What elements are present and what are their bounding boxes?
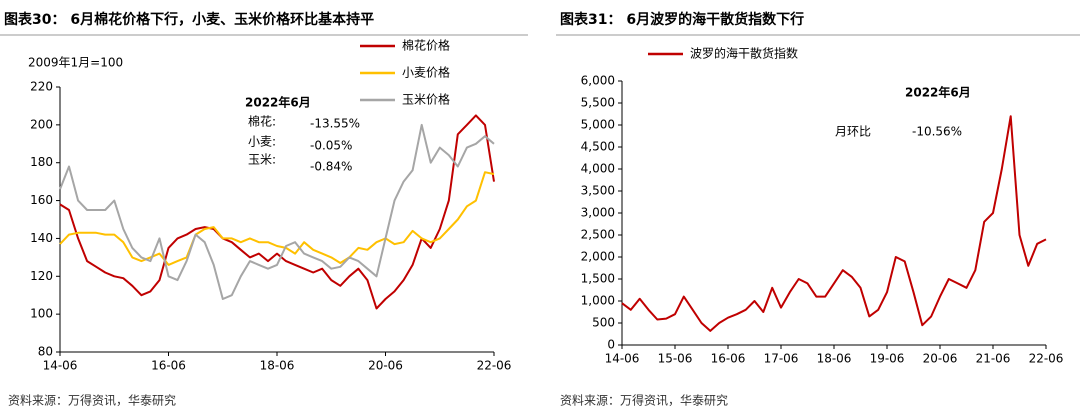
x-tick-label: 22-06	[1029, 352, 1064, 366]
chart-title: 图表30： 6月棉花价格下行，小麦、玉米价格环比基本持平	[4, 11, 374, 28]
annotation: -0.05%	[310, 139, 352, 153]
y-tick-label: 220	[30, 80, 53, 94]
y-tick-label: 1,000	[581, 294, 615, 308]
legend-label: 棉花价格	[402, 38, 450, 53]
x-tick-label: 17-06	[764, 352, 799, 366]
y-tick-label: 120	[30, 269, 53, 283]
series-line	[59, 114, 495, 310]
y-tick-label: 200	[30, 117, 53, 131]
x-tick-label: 21-06	[976, 352, 1011, 366]
x-tick-label: 18-06	[817, 352, 852, 366]
annotation: -0.84%	[310, 160, 352, 174]
series-line	[621, 115, 1047, 332]
x-tick-label: 16-06	[151, 359, 186, 373]
x-tick-label: 16-06	[711, 352, 746, 366]
y-tick-label: 4,000	[581, 162, 615, 176]
y-tick-label: 180	[30, 155, 53, 169]
y-tick-label: 500	[592, 316, 615, 330]
annotation: 棉花:	[248, 114, 276, 129]
y-tick-label: 160	[30, 193, 53, 207]
annotation: 玉米:	[248, 153, 276, 167]
annotation: 小麦:	[248, 135, 276, 149]
x-tick-label: 19-06	[870, 352, 905, 366]
annotation: 2022年6月	[905, 85, 971, 100]
annotation: 2022年6月	[245, 95, 311, 110]
y-tick-label: 4,500	[581, 140, 615, 154]
x-tick-label: 20-06	[368, 359, 403, 373]
y-tick-label: 140	[30, 231, 53, 245]
annotation: 月环比	[835, 125, 871, 139]
legend-label: 玉米价格	[402, 92, 450, 107]
legend-label: 波罗的海干散货指数	[690, 46, 798, 61]
x-tick-label: 20-06	[923, 352, 958, 366]
series-line	[59, 171, 495, 266]
y-tick-label: 80	[38, 345, 53, 359]
annotation: -13.55%	[310, 117, 360, 131]
y-tick-label: 0	[607, 338, 615, 352]
y-tick-label: 100	[30, 307, 53, 321]
y-tick-label: 3,000	[581, 206, 615, 220]
y-tick-label: 6,000	[581, 74, 615, 88]
y-tick-label: 5,500	[581, 96, 615, 110]
x-tick-label: 15-06	[658, 352, 693, 366]
x-tick-label: 22-06	[477, 359, 512, 373]
y-tick-label: 2,000	[581, 250, 615, 264]
y-tick-label: 1,500	[581, 272, 615, 286]
x-tick-label: 14-06	[605, 352, 640, 366]
x-tick-label: 14-06	[43, 359, 78, 373]
source: 资料来源：万得资讯，华泰研究	[560, 393, 728, 408]
y-axis-label: 2009年1月=100	[28, 56, 123, 70]
chart-title: 图表31： 6月波罗的海干散货指数下行	[560, 11, 804, 28]
y-tick-label: 3,500	[581, 184, 615, 198]
legend-label: 小麦价格	[402, 65, 450, 80]
annotation: -10.56%	[912, 125, 962, 139]
source: 资料来源：万得资讯，华泰研究	[8, 393, 176, 408]
y-tick-label: 5,000	[581, 118, 615, 132]
x-tick-label: 18-06	[260, 359, 295, 373]
y-tick-label: 2,500	[581, 228, 615, 242]
series-line	[59, 123, 495, 300]
